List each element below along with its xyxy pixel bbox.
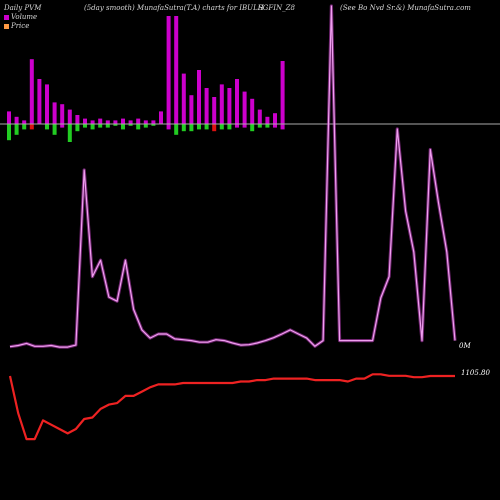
volume-bar-down-22 (166, 124, 171, 130)
volume-bar-down-17 (128, 124, 133, 126)
chart-title: (5day smooth) MunafaSutra(T.A) charts fo… (84, 4, 264, 12)
volume-bar-up-26 (197, 70, 201, 124)
volume-bar-down-11 (83, 124, 87, 128)
volume-bar-down-26 (197, 124, 201, 130)
volume-bar-down-29 (219, 124, 224, 130)
volume-bar-up-30 (227, 88, 232, 124)
volume-bar-down-23 (174, 124, 179, 135)
legend-volume-label: Volume (11, 13, 38, 21)
volume-bar-up-20 (151, 120, 156, 124)
volume-bar-down-12 (90, 124, 95, 130)
volume-bar-up-33 (250, 98, 255, 124)
volume-bar-down-19 (143, 124, 148, 128)
volume-bar-up-25 (189, 95, 194, 124)
volume-bar-up-17 (128, 120, 133, 124)
volume-bar-down-37 (280, 124, 285, 130)
volume-bar-up-19 (143, 120, 148, 124)
volume-bar-down-34 (257, 124, 262, 128)
volume-bar-up-28 (212, 97, 217, 124)
volume-bar-down-14 (105, 124, 110, 128)
price-series (8, 373, 455, 441)
volume-bar-up-7 (52, 102, 57, 124)
volume-bars (7, 16, 285, 142)
legend-price-swatch (4, 23, 9, 29)
volume-bar-up-4 (29, 59, 34, 125)
legend-price-label: Price (11, 22, 30, 30)
volume-bar-down-36 (273, 124, 277, 128)
volume-bar-up-35 (265, 116, 270, 124)
volume-bar-down-24 (181, 124, 186, 132)
chart-title-left: Daily PVM (4, 4, 42, 12)
volume-bar-up-10 (75, 115, 80, 124)
volume-bar-down-6 (45, 124, 49, 130)
volume-bar-up-24 (181, 73, 186, 124)
volume-bar-down-31 (235, 124, 239, 128)
volume-bar-up-9 (67, 109, 72, 124)
volume-bar-up-13 (98, 118, 103, 124)
volume-bar-up-8 (60, 104, 65, 124)
price-value-label: 1105.80 (461, 369, 490, 377)
volume-bar-up-37 (280, 61, 285, 124)
volume-bar-down-4 (29, 124, 34, 130)
volume-bar-down-15 (113, 124, 118, 126)
volume-bar-down-1 (7, 124, 11, 141)
volume-bar-up-36 (273, 113, 277, 124)
volume-bar-down-30 (227, 124, 232, 130)
volume-bar-down-33 (250, 124, 255, 132)
volume-bar-up-5 (37, 79, 42, 124)
pvm-series (9, 4, 457, 349)
volume-bar-up-1 (7, 111, 11, 124)
volume-bar-up-29 (219, 84, 224, 124)
volume-bar-up-34 (257, 109, 262, 124)
volume-value-label: 0M (459, 342, 471, 350)
volume-bar-up-23 (174, 16, 179, 124)
volume-bar-down-27 (204, 124, 209, 130)
volume-bar-down-13 (98, 124, 103, 128)
volume-bar-up-21 (159, 111, 163, 124)
volume-bar-down-10 (75, 124, 80, 132)
volume-bar-down-7 (52, 124, 57, 135)
volume-bar-up-31 (235, 79, 239, 124)
volume-bar-up-2 (14, 116, 19, 124)
volume-bar-down-28 (212, 124, 217, 132)
volume-bar-up-16 (121, 118, 125, 124)
chart-ticker: SGFIN_Z8 (258, 4, 295, 12)
volume-bar-down-20 (151, 124, 156, 126)
volume-bar-down-2 (14, 124, 19, 135)
volume-bar-down-18 (136, 124, 141, 130)
pvm-line-glow (9, 4, 457, 349)
volume-bar-up-22 (166, 16, 171, 124)
volume-bar-up-18 (136, 118, 141, 124)
volume-bar-down-32 (242, 124, 247, 128)
chart-source: (See Bo Nvd Sr.&) MunafaSutra.com (340, 4, 471, 12)
volume-bar-up-6 (45, 84, 49, 124)
pvm-line (9, 5, 456, 348)
volume-bar-up-14 (105, 120, 110, 124)
legend-price: Price (4, 22, 29, 30)
volume-bar-down-9 (67, 124, 72, 142)
price-line (8, 373, 455, 441)
volume-bar-down-16 (121, 124, 125, 130)
volume-bar-down-8 (60, 124, 65, 128)
volume-bar-up-15 (113, 120, 118, 124)
volume-bar-up-32 (242, 91, 247, 124)
volume-bar-up-11 (83, 118, 87, 124)
volume-bar-up-3 (22, 120, 27, 124)
volume-bar-up-27 (204, 88, 209, 124)
legend-volume: Volume (4, 13, 37, 21)
volume-bar-down-35 (265, 124, 270, 128)
legend-volume-swatch (4, 14, 9, 20)
volume-bar-up-12 (90, 120, 95, 124)
volume-bar-down-3 (22, 124, 27, 130)
volume-bar-down-25 (189, 124, 194, 132)
